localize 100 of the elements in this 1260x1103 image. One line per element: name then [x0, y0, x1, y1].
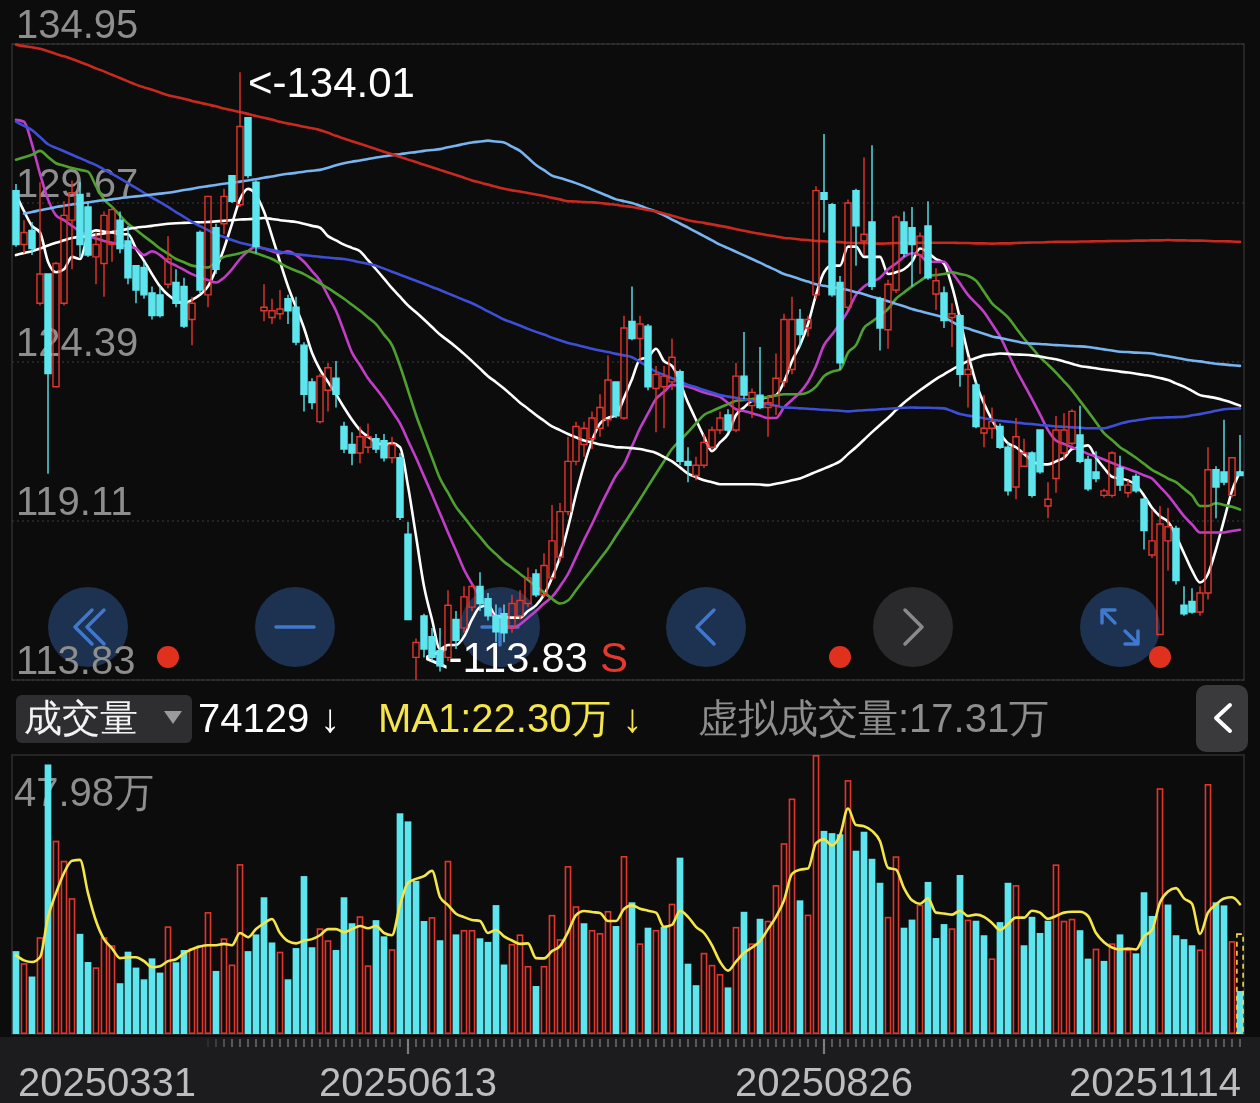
bar [1060, 920, 1068, 1034]
bar [316, 928, 324, 1034]
bar [380, 936, 388, 1034]
bar [1012, 885, 1020, 1034]
annotation: <-134.01 [248, 58, 415, 106]
bar [1108, 943, 1116, 1034]
x-tick-label: 20250826 [735, 1060, 913, 1103]
bar [308, 947, 316, 1034]
bar [988, 958, 996, 1034]
bar [1220, 905, 1228, 1034]
chart-title: 成交量 [24, 697, 138, 739]
bar [788, 798, 796, 1034]
bar [228, 964, 236, 1034]
bar [164, 926, 172, 1034]
bar [700, 952, 708, 1034]
text: 74129 ↓ [198, 696, 341, 740]
bar [884, 916, 892, 1034]
bar [452, 934, 460, 1034]
bar [100, 937, 108, 1034]
bar [668, 903, 676, 1034]
bar [364, 965, 372, 1034]
bar [844, 780, 852, 1034]
bar [68, 898, 76, 1034]
bar [172, 962, 180, 1034]
bar [964, 919, 972, 1034]
y-tick-label: 134.95 [16, 2, 139, 46]
bar [196, 945, 204, 1034]
bar [748, 943, 756, 1034]
bar [572, 906, 580, 1034]
bar [692, 985, 700, 1034]
annotation: S [600, 633, 629, 681]
bar [732, 926, 740, 1034]
bar [188, 948, 196, 1034]
bar [508, 943, 516, 1034]
bar [716, 974, 724, 1034]
bar [892, 856, 900, 1034]
bar [804, 914, 812, 1034]
bar [1156, 788, 1164, 1034]
bar [284, 979, 292, 1034]
bar [620, 856, 628, 1034]
bar [388, 949, 396, 1034]
text: 20251114 [1068, 1060, 1241, 1103]
bar [436, 940, 444, 1034]
bar [796, 900, 804, 1034]
bar [476, 938, 484, 1034]
bar [588, 929, 596, 1034]
bar [1124, 949, 1132, 1034]
x-tick-label: 20250613 [319, 1060, 497, 1103]
bar [580, 923, 588, 1034]
bar [36, 937, 44, 1034]
bar [356, 916, 364, 1034]
y-tick-label: 113.83 [16, 638, 136, 682]
bar [252, 934, 260, 1034]
text: 20250331 [18, 1060, 196, 1103]
bar [548, 914, 556, 1034]
bar [708, 964, 716, 1034]
bar [772, 885, 780, 1034]
bar [468, 929, 476, 1034]
bar [460, 929, 468, 1034]
bar [764, 920, 772, 1034]
bar [540, 965, 548, 1034]
bar [780, 843, 788, 1034]
bar [268, 942, 276, 1034]
bar [636, 943, 644, 1034]
bar [108, 945, 116, 1034]
bar [1076, 930, 1084, 1034]
bar [812, 755, 820, 1034]
bar [564, 866, 572, 1034]
bar [1068, 918, 1076, 1034]
bar [1228, 941, 1236, 1034]
bar [1236, 933, 1244, 1034]
bar [60, 860, 68, 1034]
bar [92, 967, 100, 1034]
text: 虚拟成交量:17.31万 [698, 696, 1050, 740]
bar [556, 939, 564, 1034]
bar [604, 910, 612, 1034]
bar [324, 940, 332, 1034]
bar [204, 912, 212, 1034]
bar [724, 987, 732, 1034]
bar [1188, 945, 1196, 1034]
bar [1052, 864, 1060, 1034]
bar [1196, 949, 1204, 1034]
bar [916, 904, 924, 1034]
bar [20, 963, 28, 1034]
bar [220, 938, 228, 1034]
bar [948, 928, 956, 1034]
bar [236, 864, 244, 1034]
bar [652, 929, 660, 1034]
bar [1204, 784, 1212, 1034]
bar [1092, 948, 1100, 1034]
bar [444, 860, 452, 1034]
y-tick-label: 119.11 [16, 479, 133, 523]
text: MA1:22.30万 ↓ [378, 696, 643, 740]
bar [52, 840, 60, 1034]
bar [140, 979, 148, 1034]
bar [516, 934, 524, 1034]
bar [116, 983, 124, 1034]
bar [428, 917, 436, 1034]
bar [524, 965, 532, 1034]
bar [1132, 953, 1140, 1034]
